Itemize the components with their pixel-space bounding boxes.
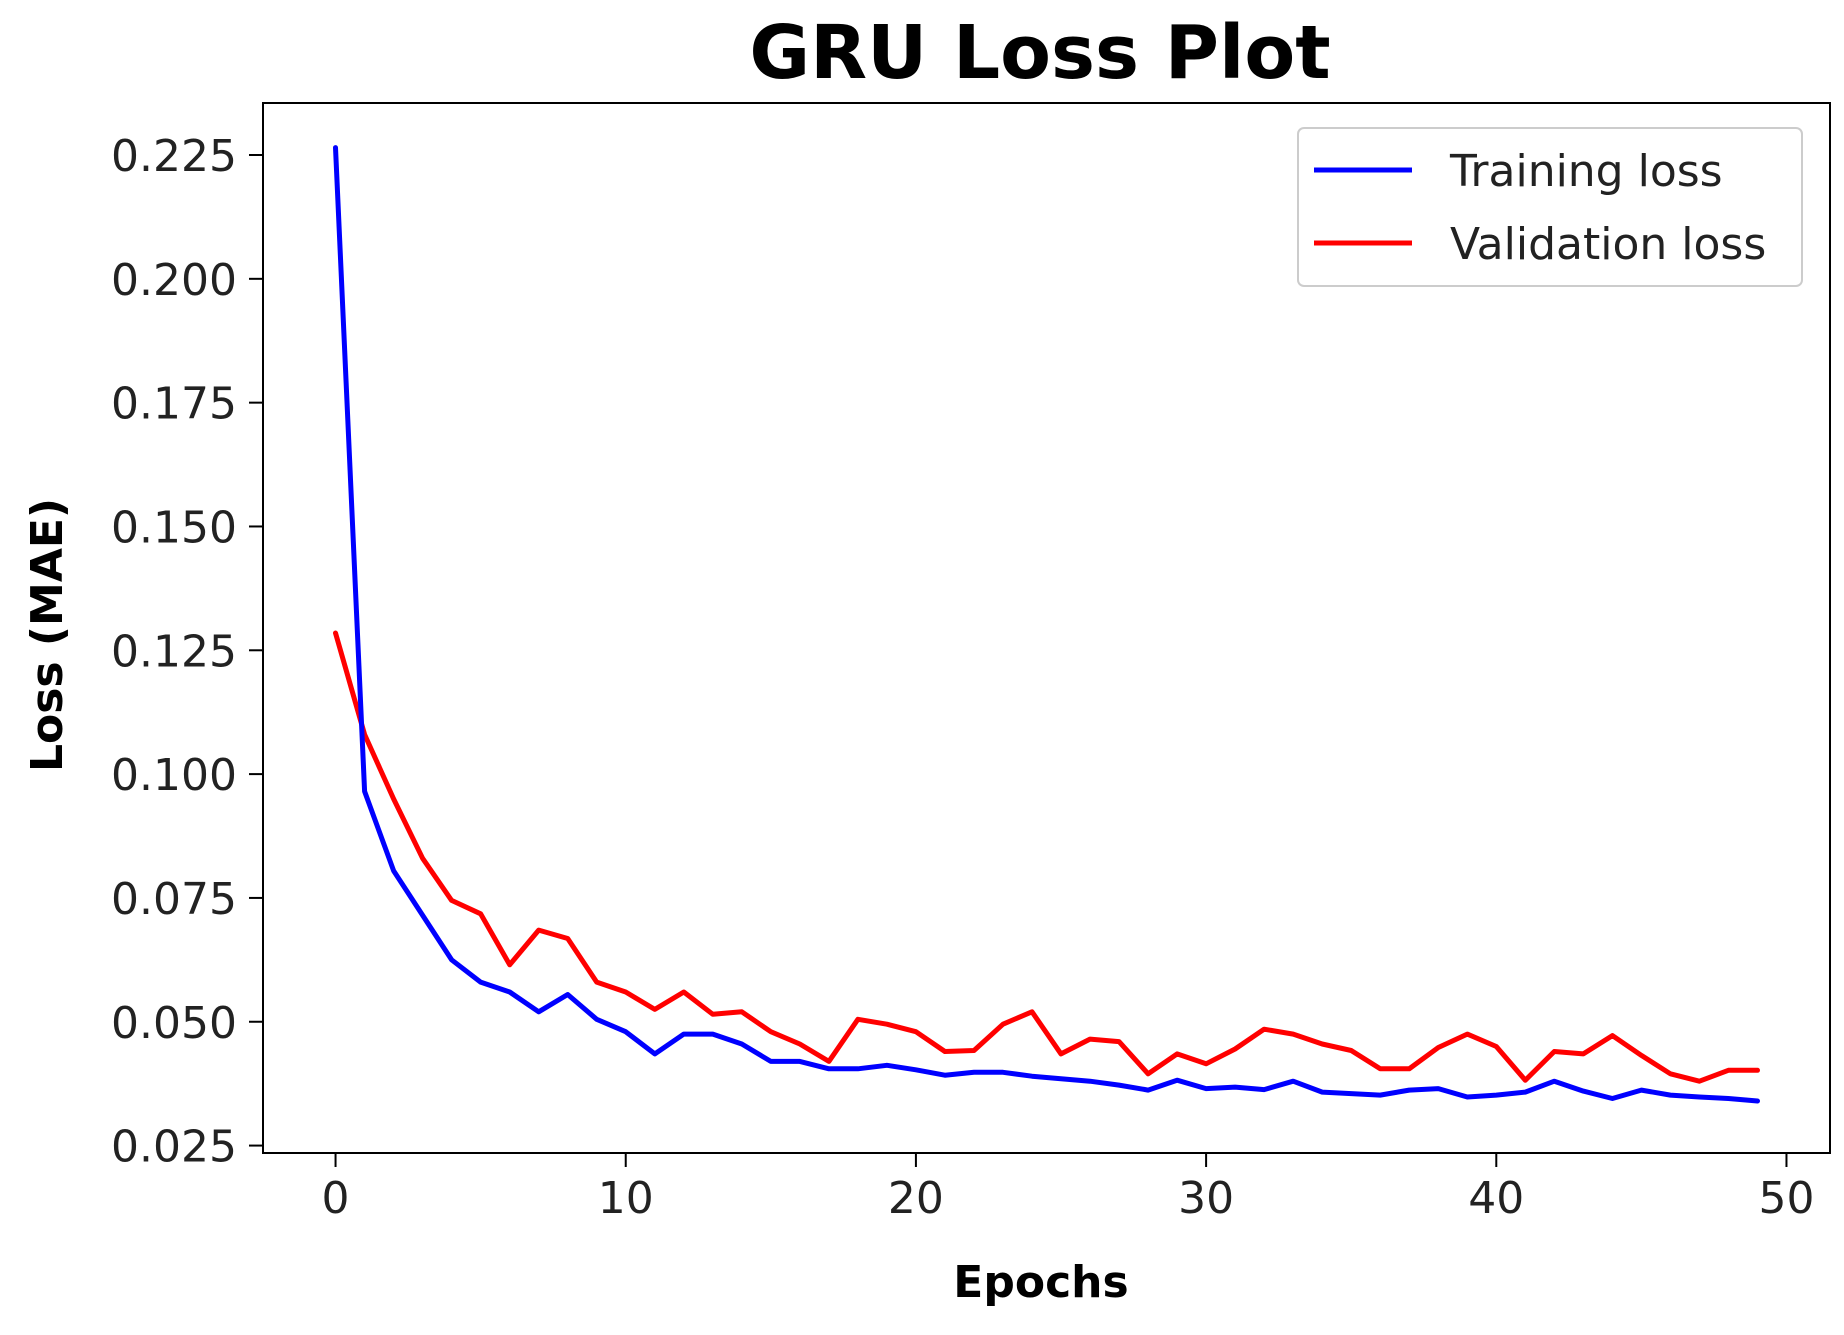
legend: Training loss Validation loss (1297, 127, 1803, 287)
validation-loss-line (333, 630, 1760, 1084)
plot-area-frame (262, 102, 1831, 1154)
y-tick-label: 0.075 (111, 874, 237, 925)
y-tick-label: 0.200 (111, 255, 237, 306)
x-tick-label: 50 (1758, 1173, 1814, 1224)
legend-box (1297, 127, 1803, 287)
legend-label-validation: Validation loss (1450, 219, 1766, 270)
chart-title: GRU Loss Plot (749, 10, 1330, 96)
y-tick-label: 0.050 (111, 998, 237, 1049)
y-tick-label: 0.225 (111, 131, 237, 182)
x-tick-label: 40 (1468, 1173, 1524, 1224)
x-axis-label: Epochs (953, 1257, 1128, 1308)
x-tick-label: 10 (598, 1173, 654, 1224)
legend-label-training: Training loss (1449, 146, 1723, 197)
x-tick-label: 0 (322, 1173, 350, 1224)
y-tick-label: 0.025 (111, 1122, 237, 1173)
training-loss-line (333, 145, 1760, 1104)
y-tick-label: 0.175 (111, 379, 237, 430)
y-tick-label: 0.125 (111, 626, 237, 677)
y-tick-label: 0.100 (111, 750, 237, 801)
y-axis-label: Loss (MAE) (22, 498, 73, 772)
x-tick-label: 30 (1178, 1173, 1234, 1224)
y-tick-label: 0.150 (111, 502, 237, 553)
x-tick-label: 20 (888, 1173, 944, 1224)
